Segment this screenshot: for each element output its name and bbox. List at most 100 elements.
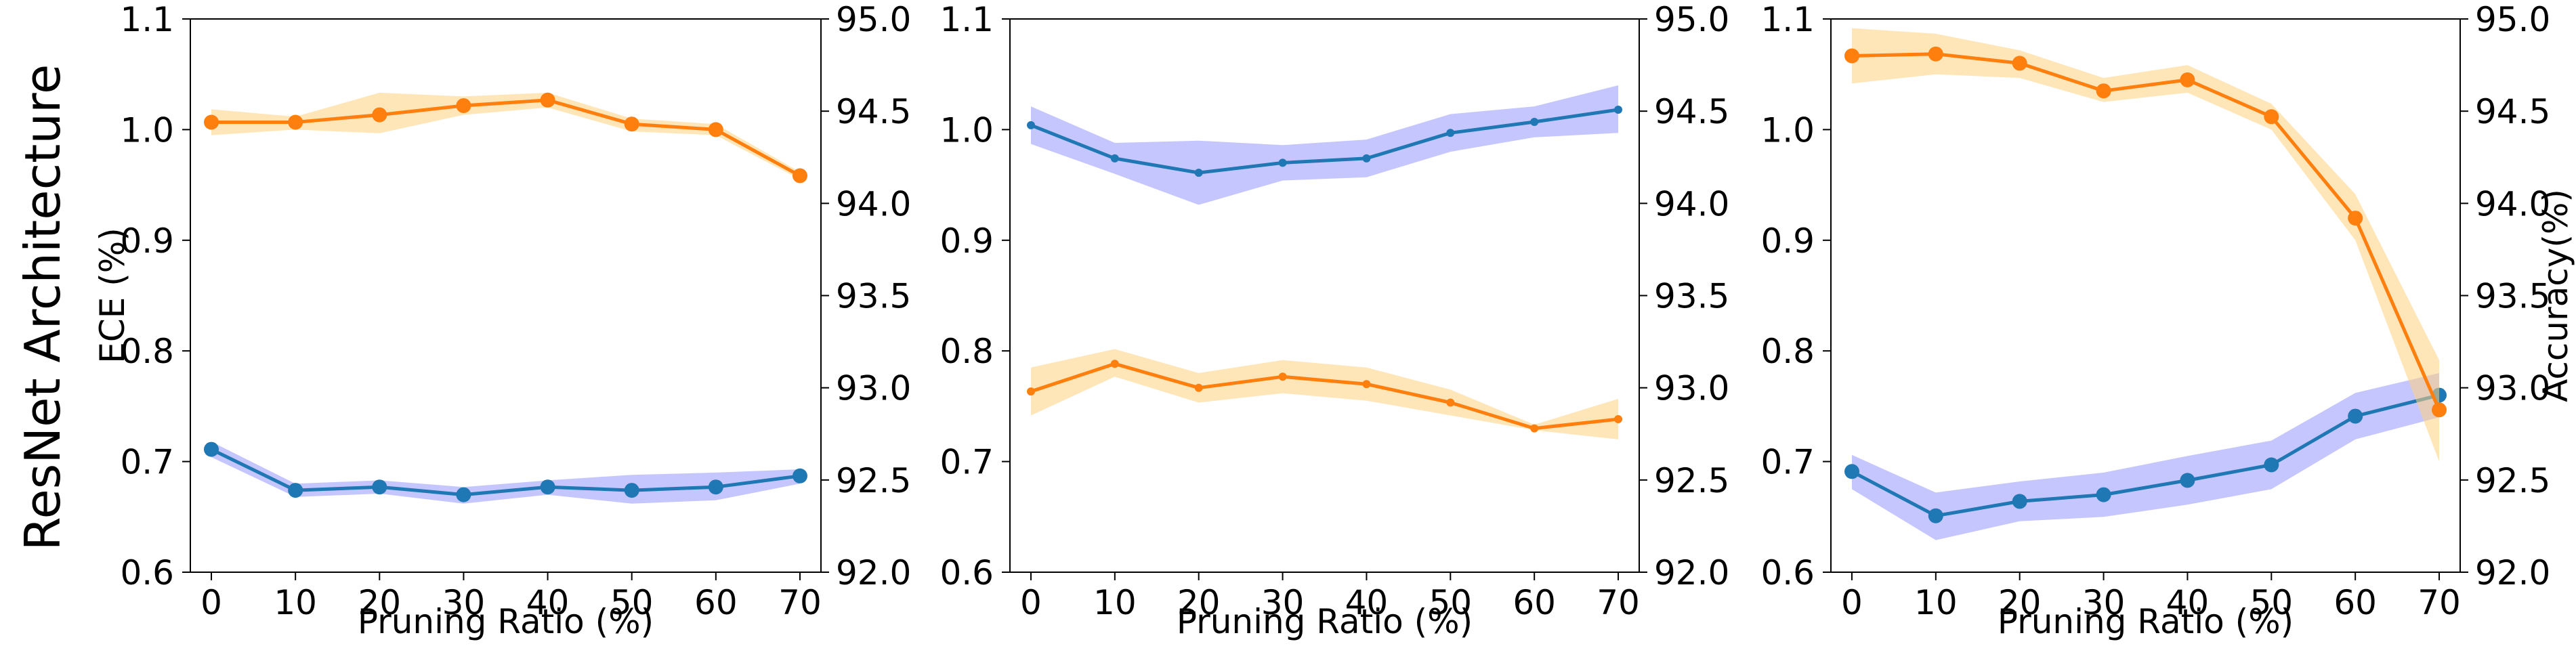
x-tick-label: 10 (1093, 583, 1137, 622)
accuracy-point (1446, 398, 1455, 407)
y-tick-label: 0.8 (120, 332, 174, 371)
y2-tick-label: 93.0 (1654, 369, 1729, 408)
series-accuracy (1844, 28, 2447, 462)
accuracy-point (1194, 383, 1203, 392)
y-tick-label: 0.6 (1760, 553, 1815, 593)
chart-panel-1: 0 10 20 30 40 50 60 70 0.6 0.7 0.8 0.9 1.0 1.1 92.0 92.… (93, 0, 911, 641)
x-tick-label: 30 (1261, 583, 1305, 622)
series-ece (1844, 372, 2447, 540)
y-tick-label: 0.8 (939, 332, 994, 371)
y2-tick-label: 92.5 (1654, 461, 1729, 500)
x-tick-label: 50 (2250, 583, 2293, 622)
x-tick-label: 0 (1841, 583, 1863, 622)
ece-point (624, 483, 639, 498)
ece-point (2264, 457, 2279, 473)
y2-tick-label: 93.5 (2475, 277, 2550, 316)
ece-point (1446, 129, 1455, 137)
row-label: ResNet Architecture (14, 64, 71, 551)
accuracy-point (204, 114, 219, 130)
ece-point (793, 468, 807, 483)
y-tick-label: 0.6 (939, 553, 994, 593)
x-tick-label: 40 (1345, 583, 1389, 622)
y2-tick-label: 94.5 (1654, 92, 1729, 131)
x-tick-label: 20 (1998, 583, 2042, 622)
accuracy-point (540, 92, 555, 108)
x-tick-label: 40 (2166, 583, 2210, 622)
x-tick-label: 0 (200, 583, 222, 622)
y-axis-label: ECE (%) (93, 228, 132, 364)
y-tick-label: 1.1 (1760, 0, 1815, 39)
y-tick-label: 0.8 (1760, 332, 1815, 371)
y2-tick-label: 93.0 (2475, 369, 2550, 408)
y-tick-label: 0.9 (1760, 221, 1815, 261)
accuracy-confidence-band (211, 92, 800, 179)
series-accuracy (1027, 349, 1622, 439)
ece-point (456, 487, 471, 502)
ece-line (1030, 108, 1619, 175)
y2-tick-label: 94.5 (2475, 92, 2550, 131)
accuracy-point (1928, 46, 1943, 62)
y2-tick-label: 92.5 (2475, 461, 2550, 500)
accuracy-line (1851, 52, 2441, 411)
ece-point (372, 479, 387, 495)
ece-confidence-band (1031, 85, 1618, 205)
x-tick-label: 10 (1914, 583, 1958, 622)
series-ece (204, 442, 807, 504)
y-tick-label: 0.6 (120, 553, 174, 593)
y-tick-label: 0.7 (120, 443, 174, 482)
y-tick-label: 1.0 (1760, 110, 1815, 150)
y2-tick-label: 95.0 (2475, 0, 2550, 39)
x-tick-label: 50 (610, 583, 654, 622)
ece-line (1851, 393, 2440, 518)
ece-point (540, 479, 555, 495)
x-tick-label: 30 (442, 583, 486, 622)
x-tick-label: 60 (1513, 583, 1556, 622)
ece-point (288, 483, 303, 498)
x-tick-label: 60 (694, 583, 738, 622)
ece-point (1844, 464, 1859, 479)
y2-tick-label: 95.0 (1654, 0, 1729, 39)
y2-tick-label: 94.5 (836, 92, 911, 131)
y-tick-label: 0.7 (939, 443, 994, 482)
accuracy-confidence-band (1031, 349, 1618, 439)
y2-axis-label: Accuracy(%) (2536, 189, 2575, 402)
ece-point (2348, 408, 2363, 424)
accuracy-point (1278, 372, 1287, 381)
ece-point (2180, 473, 2195, 488)
x-tick-label: 70 (778, 583, 822, 622)
x-axis-label: Pruning Ratio (%) (1998, 602, 2294, 641)
ece-line (210, 448, 801, 497)
ece-point (2012, 494, 2027, 509)
y-tick-label: 1.0 (120, 110, 174, 150)
accuracy-confidence-band (1852, 28, 2439, 462)
accuracy-point (1362, 380, 1371, 389)
accuracy-point (2348, 211, 2363, 226)
x-tick-label: 40 (526, 583, 570, 622)
x-axis-label: Pruning Ratio (%) (1177, 602, 1473, 641)
y2-tick-label: 92.0 (2475, 553, 2550, 593)
x-tick-label: 70 (2417, 583, 2461, 622)
y2-tick-label: 94.0 (2475, 184, 2550, 223)
series-accuracy (204, 92, 807, 184)
x-tick-label: 70 (1597, 583, 1640, 622)
accuracy-point (1530, 424, 1539, 433)
plot-frame (1009, 18, 1640, 573)
accuracy-point (2012, 56, 2027, 71)
y2-tick-label: 93.5 (1654, 277, 1729, 316)
y2-tick-label: 93.5 (836, 277, 911, 316)
ece-point (1614, 106, 1622, 114)
x-tick-label: 50 (1429, 583, 1472, 622)
x-tick-label: 60 (2334, 583, 2377, 622)
y2-tick-label: 95.0 (836, 0, 911, 39)
accuracy-point (288, 114, 303, 130)
ece-point (1110, 154, 1119, 163)
accuracy-point (456, 98, 471, 113)
y-tick-label: 1.0 (939, 110, 994, 150)
accuracy-point (372, 107, 387, 123)
ece-point (1530, 118, 1539, 126)
accuracy-point (624, 116, 639, 132)
y2-tick-label: 92.0 (1654, 553, 1729, 593)
x-tick-label: 20 (358, 583, 401, 622)
accuracy-point (793, 168, 807, 184)
